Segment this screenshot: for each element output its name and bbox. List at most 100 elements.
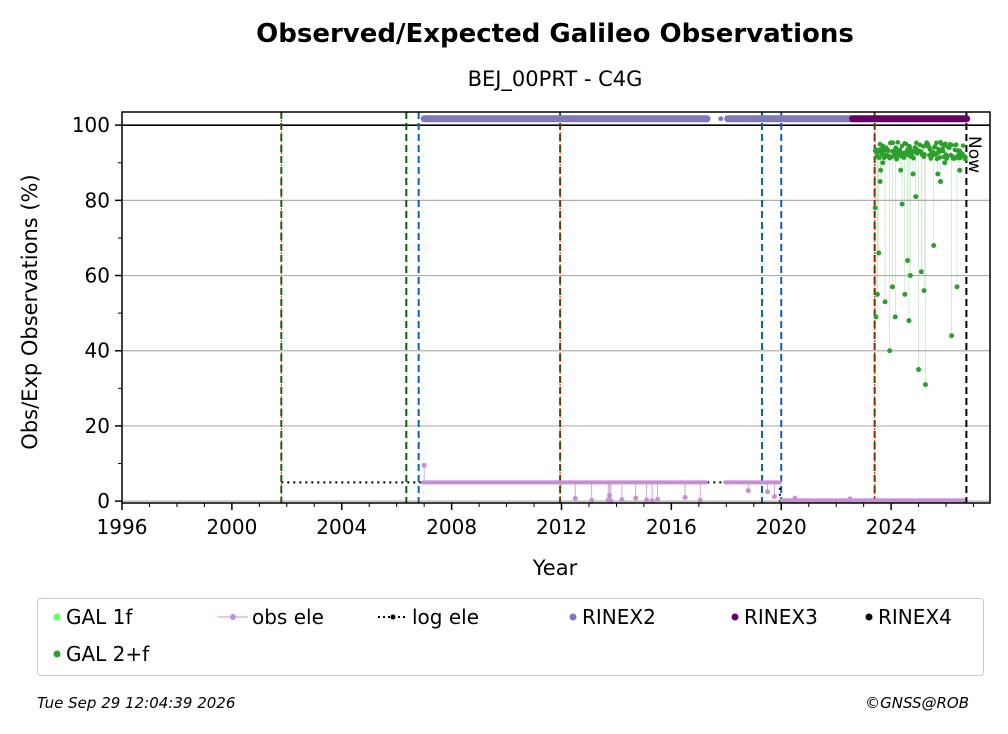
gal-2f-point (894, 156, 900, 162)
legend-label: GAL 2+f (66, 642, 150, 666)
gal-2f-point (932, 144, 938, 149)
gal-2f-point (927, 152, 933, 158)
gal-2f-point (889, 284, 895, 290)
legend-rinex3: RINEX3 (730, 604, 818, 630)
gal-2f-point (874, 291, 880, 297)
gal-2f-point (907, 273, 913, 279)
gal-2f-point (890, 140, 896, 146)
gal-2f-point (892, 314, 898, 320)
obs-ele-point (633, 495, 639, 501)
gal-2f-point (957, 167, 963, 173)
chart: Observed/Expected Galileo Observations B… (18, 19, 991, 580)
obs-ele-point (697, 497, 703, 503)
obs-ele-point (961, 498, 966, 503)
gal-2f-point (893, 145, 899, 150)
x-tick-label: 2012 (536, 515, 587, 539)
legend-label: GAL 1f (66, 605, 133, 629)
data-layer (281, 115, 971, 504)
gal-2f-point (942, 141, 948, 147)
y-tick-label: 100 (72, 113, 110, 137)
plot-border (121, 111, 991, 504)
y-tick-label: 20 (85, 414, 110, 438)
gal-2f-point (877, 155, 882, 160)
obs-ele-point (421, 462, 427, 468)
legend-label: RINEX2 (582, 605, 656, 629)
gal-2f-point (872, 205, 878, 211)
legend-log-ele: log ele (378, 604, 479, 630)
gal-2f-point (909, 148, 915, 154)
gal-2f-point (962, 156, 968, 162)
x-tick-label: 1996 (97, 515, 148, 539)
gal-2f-point (905, 258, 911, 264)
gal-2f-point (911, 155, 916, 161)
y-tick-label: 40 (85, 339, 110, 363)
gal-2f-point (922, 152, 927, 157)
gal-2f-point (903, 141, 909, 147)
legend-marker-icon (731, 613, 739, 621)
now-label: Now (964, 136, 984, 173)
obs-ele-point (765, 489, 771, 495)
y-tick-label: 60 (85, 264, 110, 288)
legend-marker-icon (569, 613, 577, 621)
x-tick-label: 2000 (206, 515, 257, 539)
gal-2f-point (899, 201, 905, 207)
copyright: ©GNSS@ROB (865, 694, 969, 712)
chart-title: Observed/Expected Galileo Observations (256, 19, 854, 49)
gal-2f-point (913, 194, 919, 200)
gal-2f-point (910, 171, 916, 177)
gal-2f-point (898, 167, 904, 173)
gal-2f-point (953, 142, 959, 148)
legend-label: obs ele (252, 605, 324, 629)
obs-ele-point (682, 494, 688, 500)
x-tick-label: 2008 (426, 515, 477, 539)
obs-ele-point (745, 488, 751, 494)
gal-2f-point (922, 382, 928, 388)
gal-2f-point (895, 140, 901, 145)
gal-2f-point (876, 250, 882, 256)
y-axis-label: Obs/Exp Observations (%) (18, 174, 42, 449)
gal-2f-point (882, 299, 888, 305)
gal-2f-point (937, 155, 943, 160)
gal-2f-point (938, 179, 944, 185)
legend-marker-icon (378, 614, 408, 620)
obs-ele-point (649, 498, 655, 504)
obs-ele-point (847, 496, 853, 502)
timestamp: Tue Sep 29 12:04:39 2026 (37, 694, 236, 712)
x-tick-label: 2004 (316, 515, 367, 539)
gal-2f-point (933, 140, 939, 146)
gal-2f-point (879, 151, 885, 157)
gal-2f-point (884, 152, 890, 158)
legend-label: RINEX4 (878, 605, 952, 629)
legend-gal-1f: GAL 1f (52, 604, 132, 630)
legend-gal-2f: GAL 2+f (52, 641, 149, 667)
rinex2-point (718, 116, 724, 122)
obs-ele-point (778, 480, 782, 485)
gal-2f-point (942, 160, 948, 166)
gal-2f-point (906, 318, 912, 324)
plot-frame (121, 111, 991, 504)
obs-ele-point (608, 498, 614, 504)
legend-marker-icon (865, 613, 873, 621)
gal-2f-point (873, 314, 879, 320)
obs-ele-point (704, 480, 709, 485)
obs-ele-point (572, 495, 578, 501)
x-tick-label: 2020 (756, 515, 807, 539)
y-tick-label: 0 (97, 489, 110, 513)
gal-2f-point (916, 367, 922, 373)
chart-subtitle: BEJ_00PRT - C4G (468, 67, 643, 92)
event-lines (280, 112, 968, 503)
gal-2f-point (949, 142, 954, 148)
gal-2f-point (960, 143, 966, 148)
obs-ele-point (792, 495, 798, 501)
gal-2f-point (914, 140, 919, 146)
axis-ticks: 0 20 40 60 80 100 1996 2000 2004 2008 2012 2016 2020… (72, 113, 975, 539)
gal-2f-point (931, 242, 937, 248)
legend-label: RINEX3 (744, 605, 818, 629)
gal-2f-point (877, 179, 883, 185)
gal-2f-point (902, 291, 908, 297)
gal-2f-point (897, 147, 903, 153)
y-tick-label: 80 (85, 188, 110, 212)
legend-marker-icon (53, 613, 61, 621)
gal-2f-point (935, 171, 941, 177)
gal-2f-point (917, 142, 923, 148)
